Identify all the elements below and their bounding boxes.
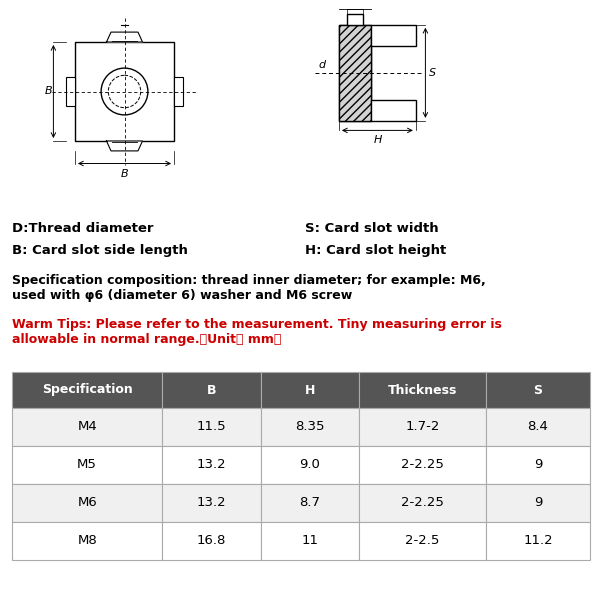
Circle shape [108, 75, 140, 107]
Bar [371, 25, 416, 46]
Bar [347, 14, 363, 25]
Bar [359, 372, 486, 408]
Bar [162, 446, 260, 484]
Text: 8.7: 8.7 [299, 497, 320, 509]
Text: M4: M4 [77, 421, 97, 433]
Text: B: B [121, 169, 128, 179]
Bar [260, 408, 359, 446]
Text: S: S [533, 383, 542, 397]
Text: 11.5: 11.5 [197, 421, 226, 433]
Text: Thickness: Thickness [388, 383, 457, 397]
Text: B: B [45, 86, 53, 97]
Text: 11: 11 [301, 535, 318, 547]
Bar [359, 446, 486, 484]
Text: Warm Tips: Please refer to the measurement. Tiny measuring error is
allowable in: Warm Tips: Please refer to the measureme… [12, 318, 502, 346]
Bar [162, 522, 260, 560]
Text: d: d [318, 61, 325, 70]
Text: S: Card slot width: S: Card slot width [305, 222, 439, 235]
Text: H: H [304, 383, 315, 397]
Text: M8: M8 [77, 535, 97, 547]
Circle shape [101, 68, 148, 115]
Bar [486, 372, 590, 408]
Bar [486, 484, 590, 522]
Text: 9: 9 [534, 497, 542, 509]
Text: M6: M6 [77, 497, 97, 509]
Bar [174, 77, 183, 106]
Polygon shape [107, 141, 143, 151]
Bar [359, 522, 486, 560]
Text: 8.4: 8.4 [527, 421, 548, 433]
Bar [12, 484, 162, 522]
Text: 16.8: 16.8 [197, 535, 226, 547]
Text: 13.2: 13.2 [197, 497, 226, 509]
Text: 11.2: 11.2 [523, 535, 553, 547]
Text: M5: M5 [77, 458, 97, 472]
Bar [75, 42, 174, 141]
Text: B: B [206, 383, 216, 397]
Bar [12, 446, 162, 484]
Text: 8.35: 8.35 [295, 421, 325, 433]
Bar [260, 446, 359, 484]
Bar [486, 446, 590, 484]
Bar [162, 408, 260, 446]
Bar [12, 408, 162, 446]
Bar [260, 484, 359, 522]
Bar [339, 25, 371, 121]
Text: Specification: Specification [42, 383, 133, 397]
Bar [12, 372, 162, 408]
Bar [260, 372, 359, 408]
Text: H: Card slot height: H: Card slot height [305, 244, 446, 257]
Bar [66, 77, 75, 106]
Bar [486, 408, 590, 446]
Bar [339, 25, 371, 121]
Text: B: Card slot side length: B: Card slot side length [12, 244, 188, 257]
Polygon shape [107, 32, 143, 42]
Text: 1.7-2: 1.7-2 [405, 421, 440, 433]
Bar [371, 100, 416, 121]
Bar [162, 372, 260, 408]
Text: S: S [430, 68, 437, 78]
Text: 2-2.5: 2-2.5 [405, 535, 440, 547]
Text: 2-2.25: 2-2.25 [401, 458, 444, 472]
Text: H: H [373, 135, 382, 145]
Bar [12, 522, 162, 560]
Bar [359, 484, 486, 522]
Text: 13.2: 13.2 [197, 458, 226, 472]
Text: 2-2.25: 2-2.25 [401, 497, 444, 509]
Text: D:Thread diameter: D:Thread diameter [12, 222, 154, 235]
Bar [162, 484, 260, 522]
Text: 9: 9 [534, 458, 542, 472]
Bar [486, 522, 590, 560]
Text: Specification composition: thread inner diameter; for example: M6,
used with φ6 : Specification composition: thread inner … [12, 274, 486, 302]
Text: 9.0: 9.0 [299, 458, 320, 472]
Bar [359, 408, 486, 446]
Bar [260, 522, 359, 560]
